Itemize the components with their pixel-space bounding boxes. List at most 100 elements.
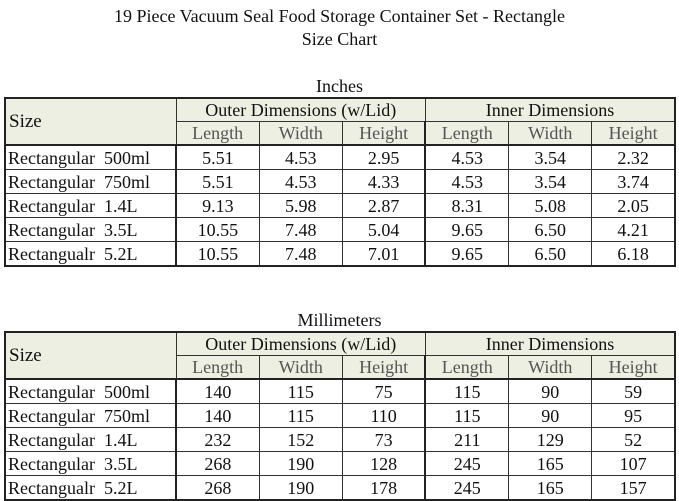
- size-name-cell: Rectangualr 5.2L: [4, 475, 177, 501]
- column-header: Width: [258, 355, 343, 380]
- value-cell: 7.01: [341, 241, 427, 267]
- value-cell: 4.53: [258, 144, 343, 170]
- header-row: Size Outer Dimensions (w/Lid) Inner Dime…: [4, 331, 676, 380]
- value-cell: 115: [258, 403, 343, 428]
- value-cell: 245: [424, 475, 510, 501]
- value-cell: 4.53: [258, 169, 343, 194]
- size-name-cell: Rectangular 3.5L: [4, 451, 177, 476]
- value-cell: 129: [508, 427, 593, 452]
- value-cell: 6.18: [591, 241, 676, 267]
- value-cell: 115: [258, 378, 343, 404]
- value-cell: 157: [591, 475, 676, 501]
- inches-table: Size Outer Dimensions (w/Lid) Inner Dime…: [4, 97, 676, 267]
- value-cell: 152: [258, 427, 343, 452]
- value-cell: 268: [175, 451, 260, 476]
- table-row: Rectangular 3.5L 10.55 7.48 5.04 9.65 6.50 4.2…: [4, 217, 676, 242]
- size-name-cell: Rectangular 750ml: [4, 169, 177, 194]
- subheader-row: Length Width Height Length Width Height: [5, 121, 676, 146]
- table-row: Rectangular 3.5L 268 190 128 245 165 107: [4, 451, 676, 476]
- value-cell: 10.55: [175, 217, 260, 242]
- value-cell: 115: [424, 403, 510, 428]
- size-name-cell: Rectangular 1.4L: [4, 193, 177, 218]
- outer-dimensions-header: Outer Dimensions (w/Lid): [175, 97, 426, 122]
- value-cell: 178: [341, 475, 427, 501]
- column-header: Height: [341, 121, 427, 146]
- value-cell: 5.98: [258, 193, 343, 218]
- value-cell: 75: [341, 378, 427, 404]
- value-cell: 7.48: [258, 217, 343, 242]
- table-row: Rectangular 1.4L 9.13 5.98 2.87 8.31 5.08 2.05: [4, 193, 676, 218]
- table-row: Rectangular 750ml 140 115 110 115 90 95: [4, 403, 676, 428]
- value-cell: 90: [508, 378, 593, 404]
- value-cell: 5.08: [508, 193, 593, 218]
- value-cell: 59: [591, 378, 676, 404]
- column-header: Height: [341, 355, 427, 380]
- value-cell: 4.53: [424, 169, 510, 194]
- column-header: Height: [591, 121, 676, 146]
- size-name-cell: Rectangular 1.4L: [4, 427, 177, 452]
- size-name-cell: Rectangular 750ml: [4, 403, 177, 428]
- value-cell: 8.31: [424, 193, 510, 218]
- size-header: Size: [4, 97, 177, 146]
- size-name-cell: Rectangualr 5.2L: [4, 241, 177, 267]
- value-cell: 3.54: [508, 169, 593, 194]
- table-row: Rectangular 1.4L 232 152 73 211 129 52: [4, 427, 676, 452]
- value-cell: 115: [424, 378, 510, 404]
- size-name-cell: Rectangular 500ml: [4, 378, 177, 404]
- value-cell: 4.21: [591, 217, 676, 242]
- inner-dimensions-header: Inner Dimensions: [424, 331, 676, 356]
- value-cell: 5.51: [175, 144, 260, 170]
- value-cell: 140: [175, 378, 260, 404]
- column-header: Width: [258, 121, 343, 146]
- value-cell: 73: [341, 427, 427, 452]
- value-cell: 95: [591, 403, 676, 428]
- table-row: Rectangular 500ml 140 115 75 115 90 59: [4, 378, 676, 404]
- page-title: 19 Piece Vacuum Seal Food Storage Contai…: [113, 6, 566, 26]
- value-cell: 232: [175, 427, 260, 452]
- page-subtitle: Size Chart: [301, 29, 378, 49]
- value-cell: 2.95: [341, 144, 427, 170]
- value-cell: 52: [591, 427, 676, 452]
- inner-dimensions-header: Inner Dimensions: [424, 97, 676, 122]
- value-cell: 10.55: [175, 241, 260, 267]
- size-name-cell: Rectangular 500ml: [4, 144, 177, 170]
- value-cell: 9.65: [424, 241, 510, 267]
- column-header: Length: [175, 121, 260, 146]
- value-cell: 190: [258, 475, 343, 501]
- value-cell: 245: [424, 451, 510, 476]
- value-cell: 7.48: [258, 241, 343, 267]
- table-row: Rectangualr 5.2L 268 190 178 245 165 157: [4, 475, 676, 501]
- size-header: Size: [4, 331, 177, 380]
- value-cell: 6.50: [508, 217, 593, 242]
- header-row: Size Outer Dimensions (w/Lid) Inner Dime…: [4, 97, 676, 146]
- value-cell: 140: [175, 403, 260, 428]
- value-cell: 6.50: [508, 241, 593, 267]
- table-row: Rectangualr 5.2L 10.55 7.48 7.01 9.65 6.50 6.1…: [4, 241, 676, 267]
- value-cell: 90: [508, 403, 593, 428]
- value-cell: 2.87: [341, 193, 427, 218]
- millimeters-caption: Millimeters: [297, 310, 382, 330]
- value-cell: 9.13: [175, 193, 260, 218]
- subheader-row: Length Width Height Length Width Height: [5, 355, 676, 380]
- value-cell: 5.51: [175, 169, 260, 194]
- column-header: Width: [508, 355, 593, 380]
- value-cell: 2.32: [591, 144, 676, 170]
- value-cell: 268: [175, 475, 260, 501]
- outer-dimensions-header: Outer Dimensions (w/Lid): [175, 331, 426, 356]
- size-name-cell: Rectangular 3.5L: [4, 217, 177, 242]
- value-cell: 4.33: [341, 169, 427, 194]
- value-cell: 2.05: [591, 193, 676, 218]
- value-cell: 107: [591, 451, 676, 476]
- value-cell: 110: [341, 403, 427, 428]
- value-cell: 3.54: [508, 144, 593, 170]
- column-header: Length: [424, 121, 510, 146]
- value-cell: 128: [341, 451, 427, 476]
- table-row: Rectangular 750ml 5.51 4.53 4.33 4.53 3.54 3.7…: [4, 169, 676, 194]
- value-cell: 5.04: [341, 217, 427, 242]
- value-cell: 4.53: [424, 144, 510, 170]
- value-cell: 3.74: [591, 169, 676, 194]
- column-header: Height: [591, 355, 676, 380]
- millimeters-table: Size Outer Dimensions (w/Lid) Inner Dime…: [4, 331, 676, 501]
- column-header: Length: [175, 355, 260, 380]
- value-cell: 9.65: [424, 217, 510, 242]
